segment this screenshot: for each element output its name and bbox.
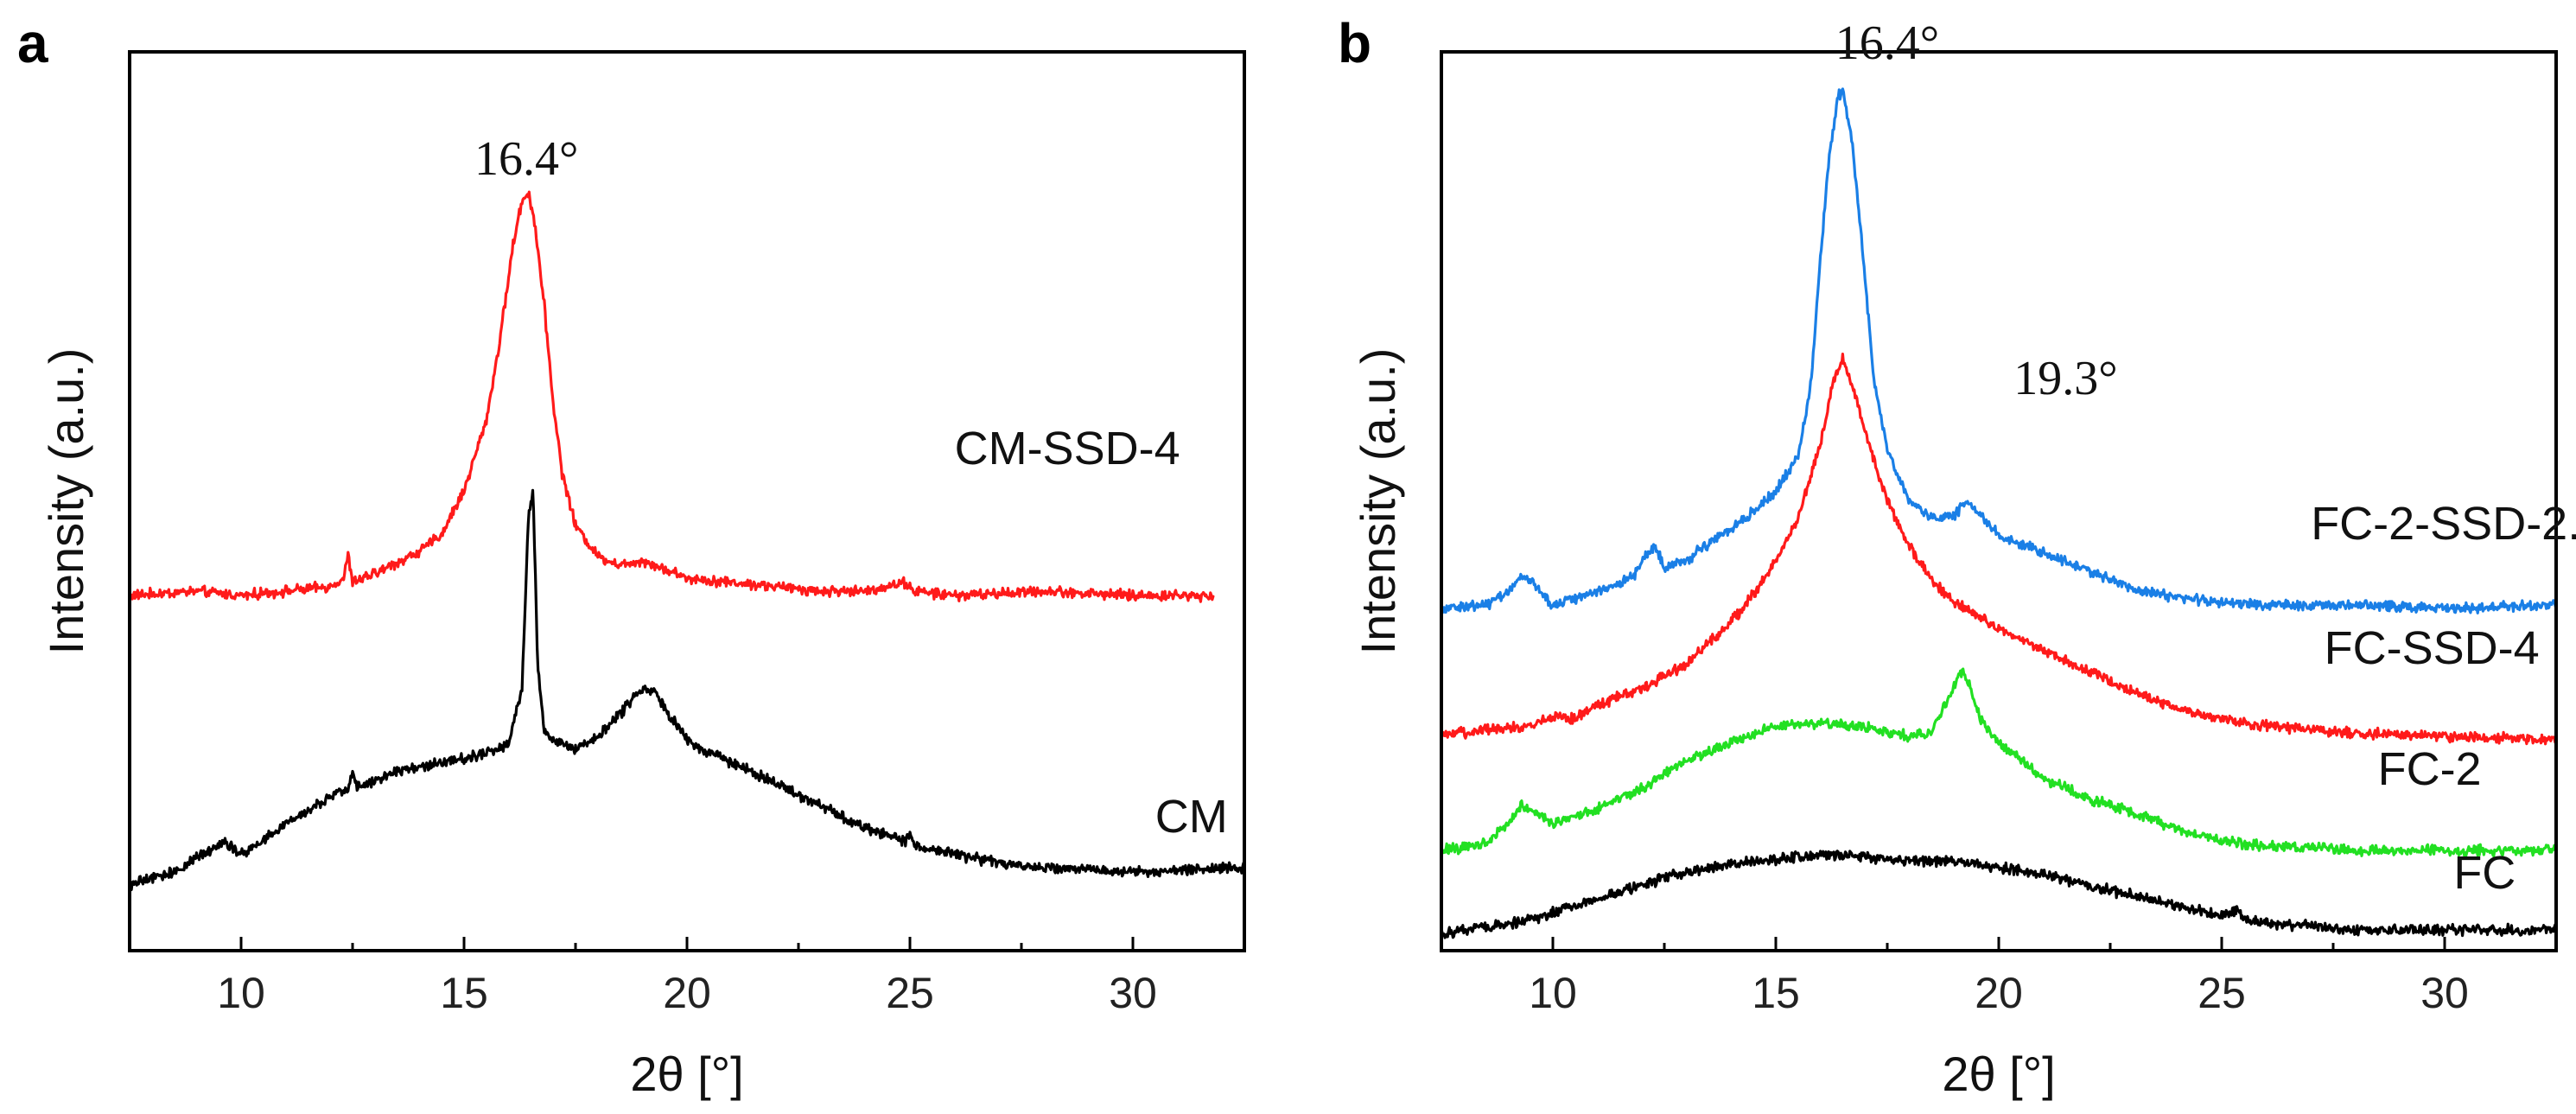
panel-a-y-axis-title: Intensity (a.u.) [39, 348, 93, 655]
series-line-fc-2-ssd-2-5 [1440, 87, 2558, 614]
panel-b-annotations: 16.4° 19.3° [1835, 16, 2118, 405]
panel-a: a 10 15 20 25 30 2θ [°] Intensity (a.u.) CM-… [17, 12, 1246, 1101]
x-tick-label: 20 [1975, 969, 2023, 1017]
panel-b-series-labels: FC-2-SSD-2.5 FC-SSD-4 FC-2 FC [2311, 498, 2576, 899]
x-tick-label: 30 [1109, 969, 1157, 1017]
x-tick-label: 10 [1529, 969, 1577, 1017]
x-tick-label: 10 [217, 969, 265, 1017]
panel-a-series-labels: CM-SSD-4 CM [955, 423, 1228, 843]
peak-annotation: 16.4° [474, 132, 578, 186]
series-line-fc [1440, 850, 2558, 939]
series-label: FC-SSD-4 [2325, 622, 2540, 674]
series-label: CM [1155, 791, 1228, 843]
series-line-fc-ssd-4 [1440, 353, 2558, 746]
series-line-fc-2 [1440, 667, 2558, 858]
panel-b-x-axis-title: 2θ [°] [1942, 1047, 2055, 1101]
panel-b-ticks [1551, 937, 2446, 951]
panel-a-x-axis-title: 2θ [°] [630, 1047, 743, 1101]
series-line-cm-ssd-4 [128, 190, 1215, 603]
series-line-cm [128, 488, 1246, 892]
panel-a-ticks [239, 937, 1135, 951]
series-label: FC [2453, 847, 2516, 899]
peak-annotation: 16.4° [1835, 16, 1939, 70]
panel-b-traces [1440, 87, 2558, 939]
panel-a-traces [128, 190, 1246, 892]
panel-b-y-axis-title: Intensity (a.u.) [1351, 348, 1405, 655]
series-label: FC-2 [2378, 743, 2482, 795]
x-tick-label: 15 [440, 969, 488, 1017]
series-label: FC-2-SSD-2.5 [2311, 498, 2576, 550]
series-label: CM-SSD-4 [955, 423, 1180, 474]
panel-a-x-tick-labels: 10 15 20 25 30 [217, 969, 1157, 1017]
x-tick-label: 30 [2420, 969, 2469, 1017]
panel-a-plot-frame [128, 50, 1246, 952]
panel-b-plot-frame [1440, 50, 2558, 952]
panel-b-x-tick-labels: 10 15 20 25 30 [1529, 969, 2469, 1017]
x-tick-label: 25 [886, 969, 934, 1017]
panel-b: b 10 15 20 25 30 2θ [°] Intensity (a.u.) FC-… [1338, 12, 2576, 1101]
panel-b-letter: b [1338, 12, 1371, 74]
x-tick-label: 15 [1752, 969, 1800, 1017]
panel-a-annotations: 16.4° [474, 132, 578, 186]
x-tick-label: 20 [663, 969, 711, 1017]
peak-annotation: 19.3° [2013, 352, 2117, 405]
panel-a-letter: a [17, 12, 48, 74]
x-tick-label: 25 [2198, 969, 2246, 1017]
